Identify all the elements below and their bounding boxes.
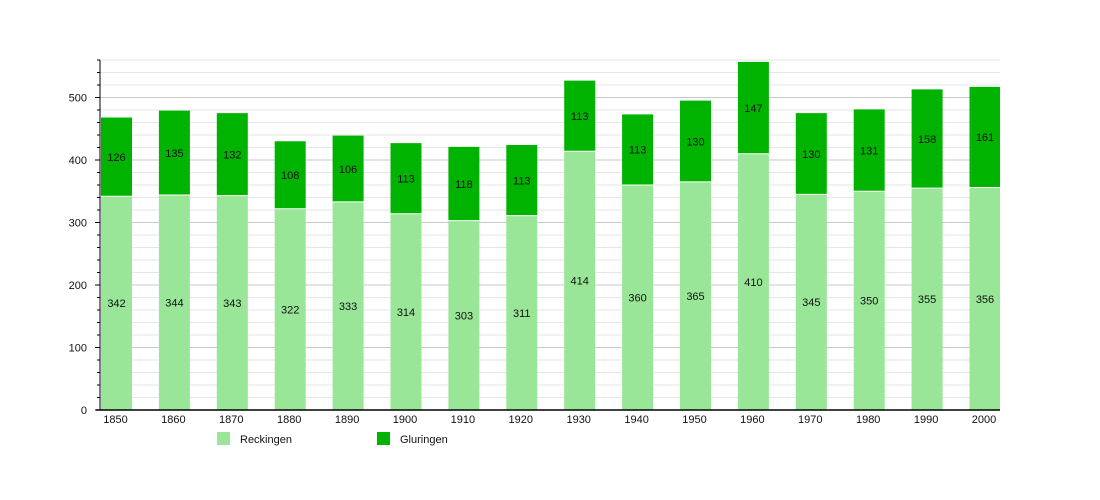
data-label: 147 xyxy=(744,103,762,115)
data-label: 135 xyxy=(165,148,183,160)
x-tick-label: 1950 xyxy=(682,414,706,426)
legend-label-gluringen: Gluringen xyxy=(400,434,448,446)
data-label: 108 xyxy=(281,170,299,182)
bar-reckingen-1990 xyxy=(911,188,943,410)
data-label: 414 xyxy=(571,276,589,288)
data-label: 130 xyxy=(686,136,704,148)
bar-gluringen-1980 xyxy=(853,109,885,192)
bar-gluringen-1890 xyxy=(332,135,364,202)
legend-swatch-gluringen xyxy=(377,432,390,445)
x-tick-label: 1940 xyxy=(624,414,648,426)
data-label: 342 xyxy=(107,298,125,310)
data-label: 113 xyxy=(513,175,531,187)
bar-gluringen-1880 xyxy=(274,141,306,209)
bar-gluringen-1960 xyxy=(737,61,769,154)
data-label: 113 xyxy=(397,173,415,185)
bar-reckingen-1860 xyxy=(158,195,190,410)
bar-reckingen-1930 xyxy=(564,151,596,410)
bar-reckingen-1900 xyxy=(390,213,422,410)
bar-gluringen-1950 xyxy=(680,100,711,182)
bar-reckingen-1880 xyxy=(274,208,306,410)
data-label: 113 xyxy=(629,145,647,157)
data-label: 365 xyxy=(686,291,704,303)
bar-gluringen-1920 xyxy=(506,145,538,216)
y-tick-label: 100 xyxy=(69,343,87,355)
data-label: 410 xyxy=(744,277,762,289)
y-tick-label: 0 xyxy=(81,405,87,417)
bar-gluringen-1900 xyxy=(390,143,422,214)
x-tick-label: 1860 xyxy=(161,414,185,426)
data-label: 158 xyxy=(918,134,936,146)
bar-reckingen-1910 xyxy=(448,220,480,410)
x-tick-label: 1850 xyxy=(103,414,127,426)
x-tick-label: 2000 xyxy=(972,414,996,426)
legend-label-reckingen: Reckingen xyxy=(240,434,292,446)
data-label: 303 xyxy=(455,310,473,322)
y-tick-label: 500 xyxy=(69,93,87,105)
data-label: 345 xyxy=(802,297,820,309)
x-tick-label: 1930 xyxy=(566,414,590,426)
y-tick-label: 300 xyxy=(69,218,87,230)
legend: Reckingen Gluringen xyxy=(217,432,448,446)
gridlines xyxy=(100,59,1000,398)
x-tick-label: 1910 xyxy=(451,414,475,426)
bar-gluringen-1940 xyxy=(622,114,654,185)
bar-reckingen-1970 xyxy=(795,194,827,410)
y-tick-label: 400 xyxy=(69,155,87,167)
axes: 1850 1860 1870 1880 1890 1900 1910 1920 1930 1940… xyxy=(69,59,1000,426)
bar-reckingen-1920 xyxy=(506,215,538,410)
x-tick-label: 1970 xyxy=(798,414,822,426)
x-tick-label: 1990 xyxy=(914,414,938,426)
data-label: 118 xyxy=(455,179,473,191)
bar-gluringen-1860 xyxy=(158,110,190,195)
bar-reckingen-1890 xyxy=(332,201,364,410)
bar-gluringen-1850 xyxy=(101,117,132,197)
bar-reckingen-1850 xyxy=(101,196,132,410)
x-tick-label: 1900 xyxy=(393,414,417,426)
data-label: 343 xyxy=(223,298,241,310)
data-label: 333 xyxy=(339,301,357,313)
x-tick-label: 1920 xyxy=(509,414,533,426)
x-tick-label: 1980 xyxy=(856,414,880,426)
data-label: 356 xyxy=(976,294,994,306)
bar-reckingen-2000 xyxy=(969,187,1000,410)
bar-reckingen-1960 xyxy=(737,153,769,410)
bar-gluringen-1870 xyxy=(216,113,248,196)
data-label: 314 xyxy=(397,307,415,319)
data-label: 161 xyxy=(976,132,994,144)
data-label: 130 xyxy=(802,149,820,161)
y-tick-label: 200 xyxy=(69,280,87,292)
data-label: 131 xyxy=(860,145,878,157)
x-tick-label: 1880 xyxy=(277,414,301,426)
data-label: 126 xyxy=(107,152,125,164)
x-tick-label: 1890 xyxy=(335,414,359,426)
bar-gluringen-1990 xyxy=(911,89,943,189)
data-label: 355 xyxy=(918,294,936,306)
data-label: 113 xyxy=(571,111,589,123)
bar-gluringen-1910 xyxy=(448,146,480,221)
bar-reckingen-1940 xyxy=(622,185,654,410)
data-label: 350 xyxy=(860,296,878,308)
x-tick-label: 1870 xyxy=(219,414,243,426)
data-label: 360 xyxy=(628,293,646,305)
bar-gluringen-2000 xyxy=(969,86,1000,188)
data-label: 322 xyxy=(281,304,299,316)
x-tick-label: 1960 xyxy=(740,414,764,426)
bars: 342 126 344 135 343 132 322 108 333 106 314 113 303 1… xyxy=(101,61,1000,410)
data-label: 106 xyxy=(339,164,357,176)
legend-swatch-reckingen xyxy=(217,432,230,445)
bar-gluringen-1930 xyxy=(564,80,596,152)
bar-reckingen-1950 xyxy=(680,181,711,410)
bar-reckingen-1980 xyxy=(853,191,885,410)
bar-reckingen-1870 xyxy=(216,195,248,410)
data-label: 132 xyxy=(223,149,241,161)
bar-gluringen-1970 xyxy=(795,113,827,195)
data-label: 311 xyxy=(513,308,531,320)
data-label: 344 xyxy=(165,298,183,310)
